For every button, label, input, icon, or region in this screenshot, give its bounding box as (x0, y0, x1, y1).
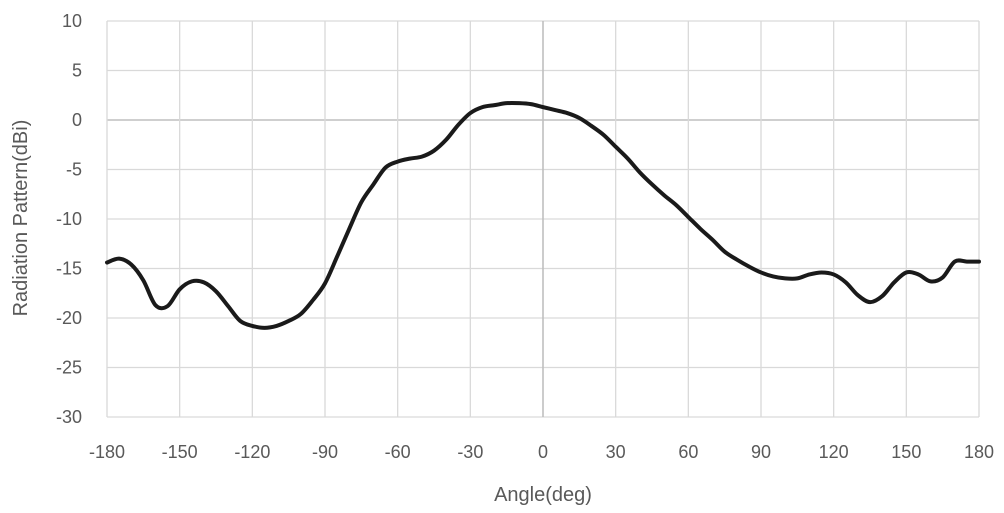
y-tick-label: -30 (56, 407, 82, 427)
x-tick-label: 120 (819, 442, 849, 462)
x-tick-label: -150 (162, 442, 198, 462)
x-tick-label: 90 (751, 442, 771, 462)
y-axis-title: Radiation Pattern(dBi) (10, 120, 32, 317)
y-tick-label: -5 (66, 160, 82, 180)
y-tick-label: 0 (72, 110, 82, 130)
x-tick-label: -120 (234, 442, 270, 462)
x-axis-title: Angle(deg) (494, 484, 592, 506)
x-tick-label: 30 (606, 442, 626, 462)
x-tick-label: -30 (457, 442, 483, 462)
x-axis-tick-labels: -180 -150 -120 -90 -60 -30 0 30 60 90 120 150 180 (89, 442, 994, 462)
y-tick-label: -15 (56, 259, 82, 279)
radiation-pattern-series-line (105, 100, 981, 330)
x-tick-label: 0 (538, 442, 548, 462)
y-axis-tick-labels: 10 5 0 -5 -10 -15 -20 -25 -30 (56, 11, 82, 427)
y-tick-label: -25 (56, 358, 82, 378)
chart-grid (106, 20, 980, 418)
x-tick-label: 180 (964, 442, 994, 462)
series-layer (105, 100, 981, 330)
x-tick-label: -90 (312, 442, 338, 462)
y-tick-label: -10 (56, 209, 82, 229)
x-tick-label: 60 (678, 442, 698, 462)
y-tick-label: -20 (56, 308, 82, 328)
x-tick-label: -180 (89, 442, 125, 462)
y-tick-label: 10 (62, 11, 82, 31)
y-tick-label: 5 (72, 61, 82, 81)
x-tick-label: -60 (385, 442, 411, 462)
x-tick-label: 150 (891, 442, 921, 462)
